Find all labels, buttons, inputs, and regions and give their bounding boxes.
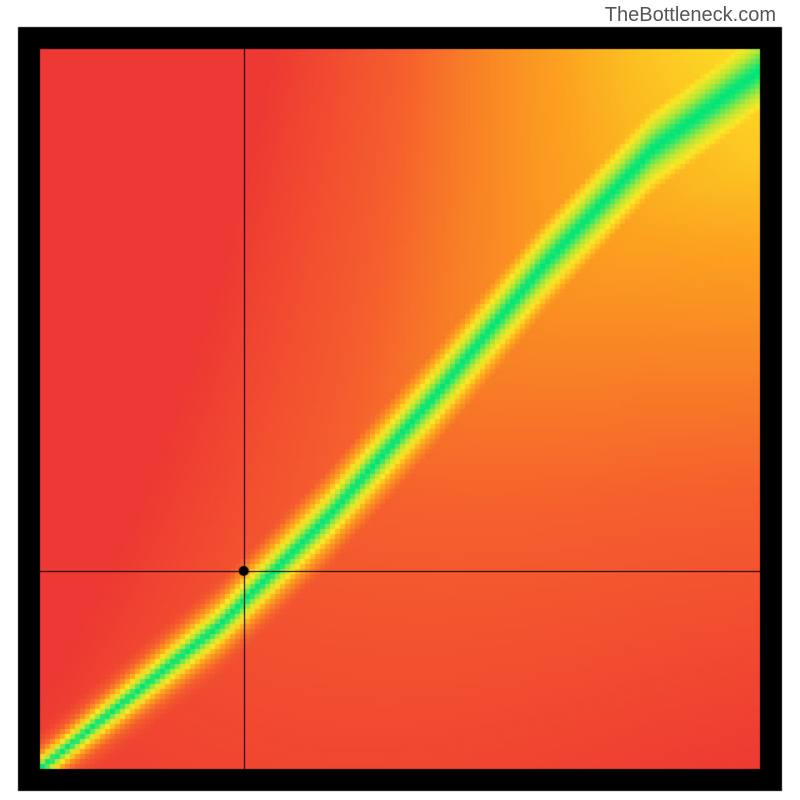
watermark-text: TheBottleneck.com: [605, 4, 776, 27]
bottleneck-heatmap: [0, 0, 800, 800]
